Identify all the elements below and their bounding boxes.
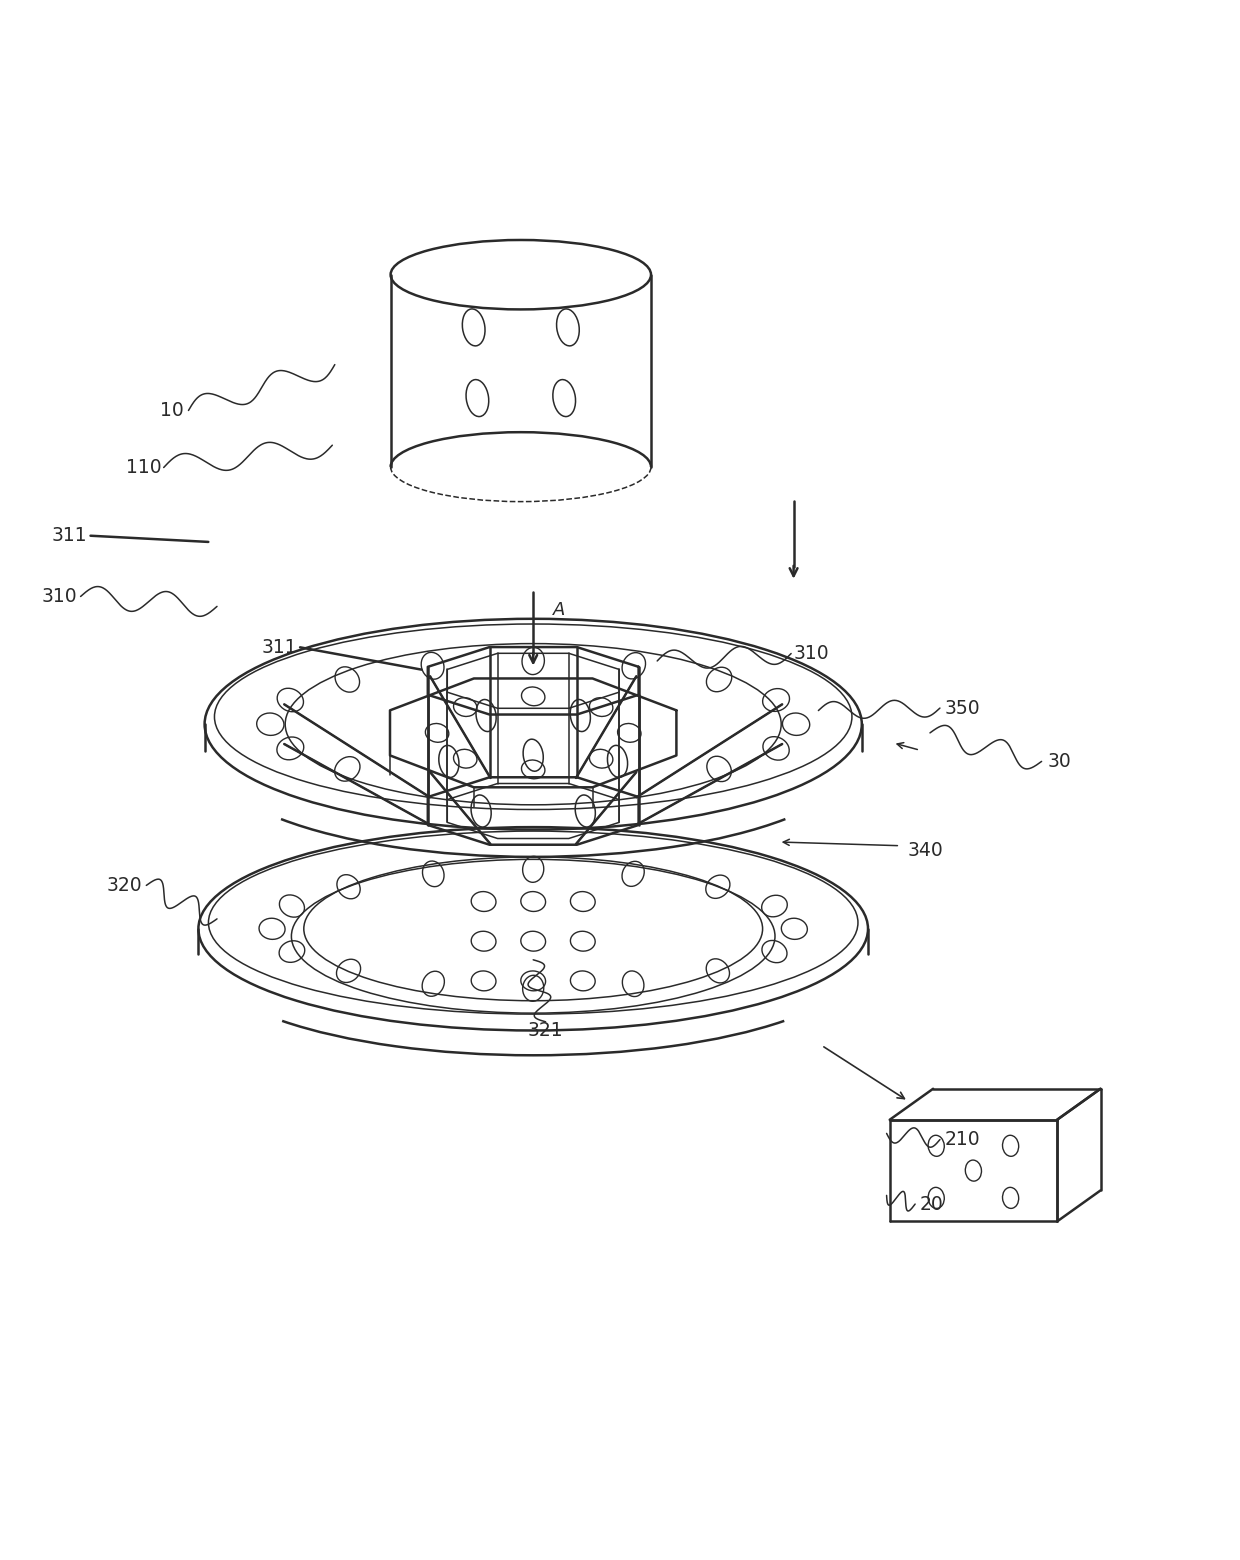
Text: 30: 30 [1048,752,1071,771]
Text: A: A [553,602,565,619]
Text: 310: 310 [794,644,830,663]
Text: 310: 310 [41,587,77,605]
Text: 311: 311 [262,638,298,657]
Text: 10: 10 [160,401,184,420]
Text: 20: 20 [920,1195,944,1214]
Text: 340: 340 [908,841,944,860]
Text: 110: 110 [125,459,161,477]
Text: 210: 210 [945,1129,981,1150]
Text: 350: 350 [945,699,981,718]
Text: 320: 320 [107,875,143,895]
Text: 321: 321 [528,1020,563,1041]
Text: 311: 311 [51,526,87,546]
